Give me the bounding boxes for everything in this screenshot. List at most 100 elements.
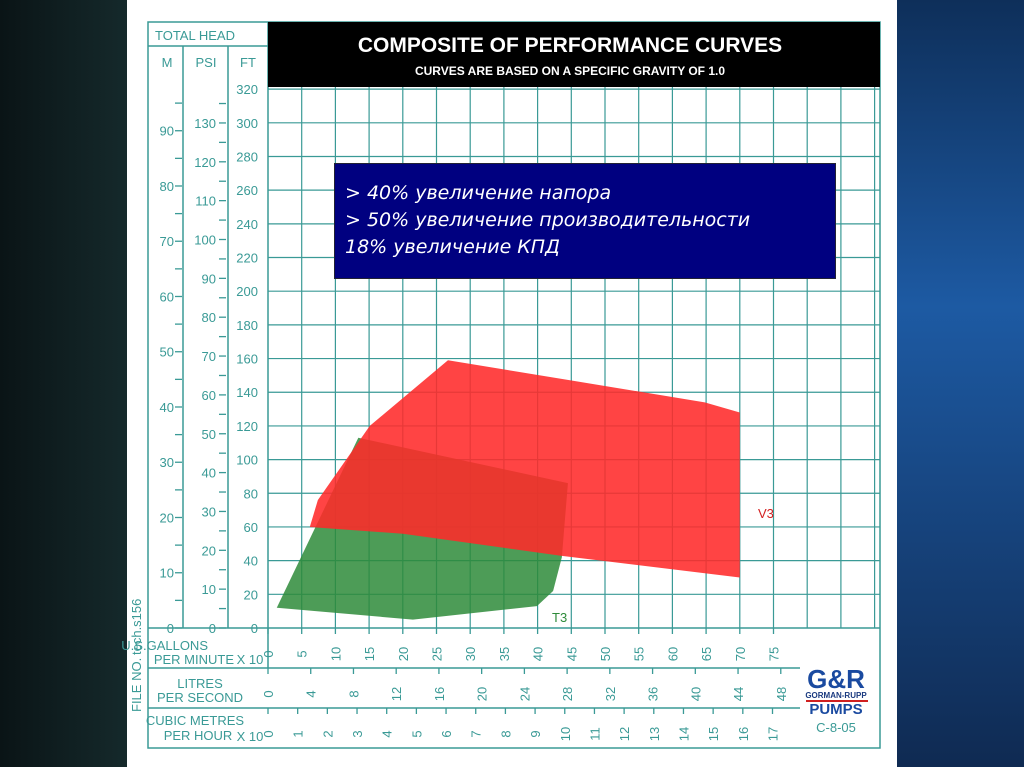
- m-tick-label: 60: [160, 289, 174, 304]
- psi-tick-label: 60: [202, 388, 216, 403]
- gpm-tick-label: 45: [564, 647, 579, 661]
- lps-label-2: PER SECOND: [157, 690, 243, 705]
- slide-background-left: [0, 0, 127, 767]
- ft-tick-label: 100: [236, 453, 258, 468]
- cmh-tick-label: 3: [350, 730, 365, 737]
- ft-tick-label: 220: [236, 251, 258, 266]
- psi-tick-label: 40: [202, 466, 216, 481]
- cmh-tick-label: 7: [469, 730, 484, 737]
- series-area-v3: [309, 360, 740, 578]
- gpm-tick-label: 70: [733, 647, 748, 661]
- ft-tick-label: 180: [236, 318, 258, 333]
- m-tick-label: 70: [160, 234, 174, 249]
- psi-tick-label: 70: [202, 349, 216, 364]
- gpm-tick-label: 5: [295, 650, 310, 657]
- psi-tick-label: 20: [202, 543, 216, 558]
- info-box: > 40% увеличение напора > 50% увеличение…: [334, 163, 836, 279]
- lps-tick-label: 12: [389, 687, 404, 701]
- lps-tick-label: 24: [517, 687, 532, 701]
- lps-tick-label: 0: [261, 690, 276, 697]
- lps-tick-label: 28: [560, 687, 575, 701]
- logo-stripe: [806, 700, 868, 702]
- cmh-tick-label: 2: [320, 730, 335, 737]
- lps-tick-label: 40: [688, 687, 703, 701]
- lps-tick-label: 16: [432, 687, 447, 701]
- chart-subtitle: CURVES ARE BASED ON A SPECIFIC GRAVITY O…: [415, 64, 725, 78]
- ft-tick-label: 140: [236, 385, 258, 400]
- frame: [147, 21, 881, 749]
- ft-tick-label: 240: [236, 217, 258, 232]
- lps-tick-label: 4: [304, 690, 319, 697]
- logo-name: GORMAN-RUPP: [805, 691, 867, 700]
- m-tick-label: 10: [160, 566, 174, 581]
- logo-mark: G&R: [807, 664, 865, 694]
- gpm-tick-label: 15: [362, 647, 377, 661]
- slide-background-right: [897, 0, 1024, 767]
- title-bar: [268, 22, 880, 87]
- cmh-multiplier: X 10: [237, 729, 264, 744]
- ft-tick-label: 40: [244, 554, 258, 569]
- gpm-tick-label: 10: [328, 647, 343, 661]
- info-line: > 40% увеличение напора: [345, 182, 612, 204]
- ft-tick-label: 0: [251, 621, 258, 636]
- ft-column-header: FT: [240, 55, 256, 70]
- lps-tick-label: 32: [603, 687, 618, 701]
- ft-tick-label: 60: [244, 520, 258, 535]
- v3-label: V3: [758, 506, 774, 521]
- m-tick-label: 50: [160, 345, 174, 360]
- gpm-tick-label: 40: [531, 647, 546, 661]
- m-tick-label: 30: [160, 455, 174, 470]
- cmh-tick-label: 10: [558, 727, 573, 741]
- cmh-tick-label: 15: [706, 727, 721, 741]
- m-tick-label: 90: [160, 124, 174, 139]
- lps-tick-label: 36: [646, 687, 661, 701]
- cmh-tick-label: 5: [409, 730, 424, 737]
- gpm-tick-label: 35: [497, 647, 512, 661]
- total-head-label: TOTAL HEAD: [155, 28, 235, 43]
- info-line: 18% увеличение КПД: [345, 236, 560, 258]
- lps-tick-label: 20: [475, 687, 490, 701]
- curve-areas: [276, 360, 740, 620]
- gpm-tick-label: 75: [767, 647, 782, 661]
- gpm-tick-label: 25: [430, 647, 445, 661]
- cmh-label-1: CUBIC METRES: [146, 713, 245, 728]
- cmh-tick-label: 14: [676, 727, 691, 741]
- psi-tick-label: 80: [202, 310, 216, 325]
- cmh-tick-label: 17: [765, 727, 780, 741]
- gpm-label-2: PER MINUTE: [154, 652, 235, 667]
- ft-tick-label: 80: [244, 486, 258, 501]
- ft-tick-label: 280: [236, 149, 258, 164]
- gpm-tick-label: 0: [261, 650, 276, 657]
- x-axis-ticks: 0 5 10 15 20 25 30 35 40 45 50 55 60 65 70 750 4 8 12 16 20 2…: [261, 628, 789, 741]
- psi-tick-label: 0: [209, 621, 216, 636]
- cmh-tick-label: 11: [587, 727, 602, 741]
- psi-column-header: PSI: [196, 55, 217, 70]
- info-line: > 50% увеличение производительности: [345, 209, 751, 231]
- ft-tick-label: 120: [236, 419, 258, 434]
- tech-code: tech.s156: [129, 599, 144, 655]
- psi-tick-label: 50: [202, 427, 216, 442]
- m-tick-label: 0: [167, 621, 174, 636]
- ft-tick-label: 200: [236, 284, 258, 299]
- cmh-tick-label: 16: [736, 727, 751, 741]
- cmh-tick-label: 0: [261, 730, 276, 737]
- gpm-tick-label: 20: [396, 647, 411, 661]
- gpm-tick-label: 30: [463, 647, 478, 661]
- psi-tick-label: 130: [194, 116, 216, 131]
- psi-tick-label: 110: [195, 194, 216, 209]
- t3-label: T3: [552, 610, 567, 625]
- gpm-label-1: U.S.GALLONS: [121, 638, 208, 653]
- psi-tick-label: 90: [202, 271, 216, 286]
- lps-tick-label: 8: [346, 690, 361, 697]
- cmh-tick-label: 1: [291, 730, 306, 737]
- lps-tick-label: 48: [774, 687, 789, 701]
- chart-code: C-8-05: [816, 720, 856, 735]
- psi-tick-label: 100: [194, 233, 216, 248]
- m-column-header: M: [162, 55, 173, 70]
- logo-pumps: PUMPS: [809, 701, 862, 718]
- cmh-tick-label: 13: [647, 727, 662, 741]
- m-tick-label: 40: [160, 400, 174, 415]
- ft-tick-label: 20: [244, 587, 258, 602]
- cmh-label-2: PER HOUR: [164, 728, 233, 743]
